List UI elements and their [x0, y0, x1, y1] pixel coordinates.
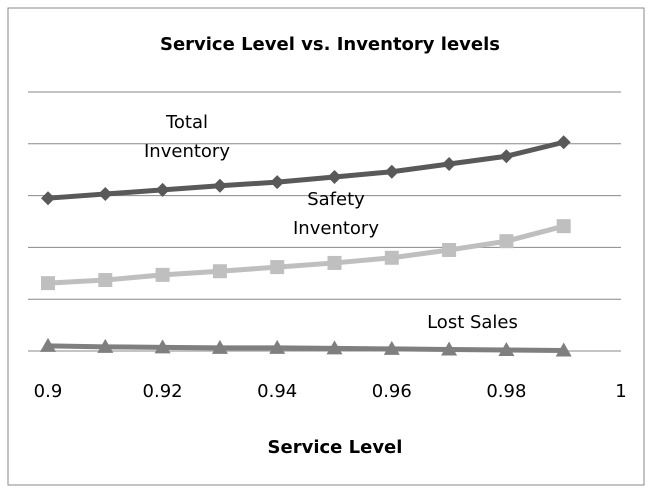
data-point [499, 234, 514, 249]
data-point [327, 255, 342, 270]
data-point [269, 339, 286, 354]
x-tick-label: 0.94 [257, 381, 297, 402]
data-point [555, 342, 572, 357]
data-point [326, 340, 343, 355]
data-point [155, 182, 170, 197]
data-point [98, 187, 113, 202]
data-point [212, 264, 227, 279]
series-line [47, 223, 565, 286]
data-point [556, 219, 571, 234]
x-tick-label: 1 [615, 381, 626, 402]
x-tick-label: 0.96 [372, 381, 412, 402]
data-point [441, 341, 458, 356]
data-point [155, 267, 170, 282]
data-point [154, 339, 171, 354]
data-point [498, 341, 515, 356]
series-label: Total Inventory [144, 112, 230, 162]
data-point [270, 175, 285, 190]
data-point [41, 276, 55, 291]
data-point [270, 260, 285, 275]
data-point [211, 339, 228, 354]
data-point [383, 340, 400, 355]
x-tick-label: 0.98 [486, 381, 526, 402]
data-point [442, 157, 457, 172]
chart-title: Service Level vs. Inventory levels [160, 34, 500, 55]
data-point [499, 149, 514, 164]
x-tick-label: 0.92 [143, 381, 183, 402]
data-point [556, 135, 571, 150]
series-line [47, 343, 564, 353]
series-label: Safety Inventory [293, 189, 379, 239]
series-label: Lost Sales [427, 312, 518, 333]
data-point [98, 273, 113, 288]
data-point [40, 337, 56, 352]
chart-frame [7, 7, 645, 486]
series-line [47, 139, 565, 201]
data-point [327, 169, 342, 184]
x-tick-label: 0.9 [34, 381, 63, 402]
data-point [41, 191, 55, 206]
data-point [212, 178, 227, 193]
data-point [384, 164, 399, 179]
data-point [97, 338, 114, 353]
data-point [442, 242, 457, 257]
x-axis-label: Service Level [268, 437, 403, 458]
data-point [384, 250, 399, 265]
